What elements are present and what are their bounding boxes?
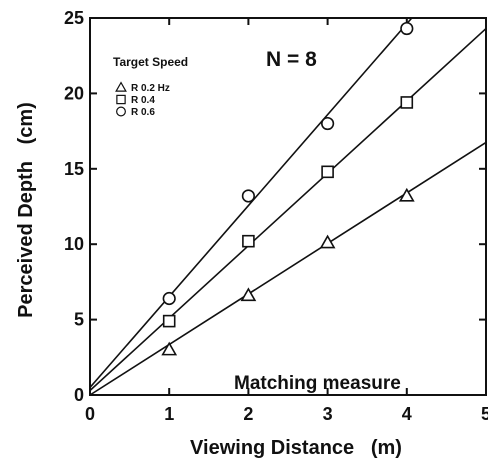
data-markers xyxy=(161,21,415,356)
square-marker xyxy=(321,165,334,179)
square-marker xyxy=(162,314,176,328)
legend-entry-label: R 0.6 xyxy=(131,107,155,118)
x-tick-label: 3 xyxy=(323,404,333,424)
fit-line xyxy=(89,141,487,396)
triangle-marker xyxy=(398,187,415,202)
plot-border xyxy=(89,17,487,396)
y-tick-label: 20 xyxy=(64,83,84,103)
axis-ticks: 0 1 2 3 4 5 0 5 10 15 20 25 xyxy=(64,8,488,424)
circle-marker xyxy=(400,21,414,36)
x-axis-label: Viewing Distance (m) xyxy=(190,437,402,459)
legend-entry-label: R 0.2 Hz xyxy=(131,83,170,94)
y-tick-label: 25 xyxy=(64,8,84,28)
n-label: N = 8 xyxy=(266,48,317,71)
y-tick-label: 10 xyxy=(64,234,84,254)
x-tick-label: 0 xyxy=(85,404,95,424)
x-tick-label: 4 xyxy=(402,404,412,424)
fit-line xyxy=(89,17,413,388)
x-tick-label: 5 xyxy=(481,404,488,424)
triangle-marker xyxy=(240,287,257,302)
measure-label: Matching measure xyxy=(234,373,401,394)
square-marker xyxy=(400,96,414,109)
square-marker xyxy=(242,234,255,248)
triangle-marker xyxy=(161,341,178,356)
legend: Target Speed R 0.2 HzR 0.4R 0.6 xyxy=(113,55,188,118)
y-tick-label: 5 xyxy=(74,310,84,330)
circle-marker xyxy=(162,291,176,306)
triangle-marker xyxy=(115,81,127,92)
y-axis-label: Perceived Depth (cm) xyxy=(15,102,37,318)
x-tick-label: 1 xyxy=(164,404,174,424)
fit-lines xyxy=(89,17,487,396)
circle-marker xyxy=(241,189,255,203)
plot-frame xyxy=(89,17,487,396)
circle-marker xyxy=(116,106,126,117)
fit-line xyxy=(89,27,487,392)
circle-marker xyxy=(321,116,335,131)
legend-entry-label: R 0.4 xyxy=(131,95,155,106)
y-tick-label: 15 xyxy=(64,159,84,179)
triangle-marker xyxy=(319,234,336,249)
y-tick-label: 0 xyxy=(74,385,84,405)
square-marker xyxy=(116,94,126,105)
legend-title: Target Speed xyxy=(113,55,188,69)
x-tick-label: 2 xyxy=(243,404,253,424)
